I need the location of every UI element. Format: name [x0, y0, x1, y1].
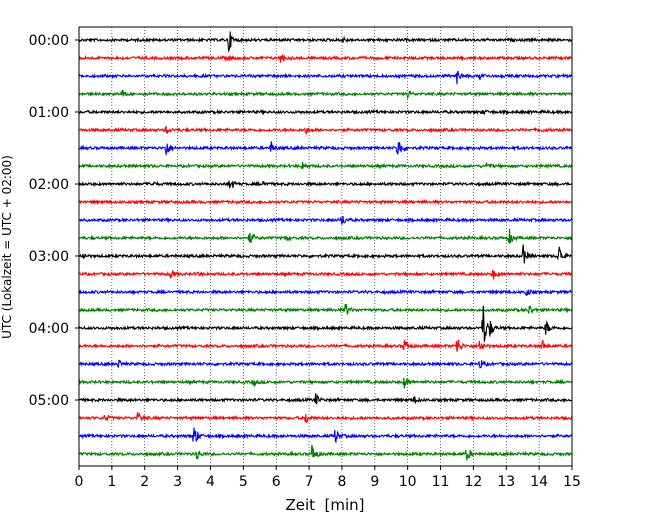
trace-line: [78, 288, 573, 296]
y-tick-label: 02:00: [29, 177, 69, 193]
trace-line: [78, 244, 573, 264]
trace-line: [78, 377, 573, 389]
trace-line: [78, 393, 573, 405]
trace-line: [78, 339, 573, 352]
x-tick-label: 9: [370, 474, 379, 490]
x-tick-label: 13: [497, 474, 515, 490]
trace-line: [78, 444, 573, 461]
trace-line: [78, 359, 573, 369]
y-tick-label: 03:00: [29, 249, 69, 265]
x-tick-label: 5: [239, 474, 248, 490]
trace-line: [78, 161, 573, 170]
y-tick-label: 04:00: [29, 321, 69, 337]
y-tick-label: 01:00: [29, 105, 69, 121]
x-tick-label: 14: [530, 474, 548, 490]
x-tick-label: 8: [337, 474, 346, 490]
x-axis-label: Zeit [min]: [285, 496, 364, 514]
x-tick-label: 7: [305, 474, 314, 490]
plot-frame: [78, 26, 573, 467]
trace-line: [78, 215, 573, 225]
trace-line: [78, 412, 573, 424]
trace-line: [78, 31, 573, 53]
trace-line: [78, 228, 573, 245]
trace-line: [78, 108, 573, 116]
x-axis: 0 1 2 3 4 5 6 7 8 9 10 11 12 13 14 15: [75, 466, 581, 490]
traces: [78, 31, 573, 461]
x-tick-label: 10: [399, 474, 417, 490]
trace-line: [78, 427, 573, 444]
y-axis: 00:00 01:00 02:00 03:00 04:00 05:00: [29, 33, 79, 409]
y-tick-label: 00:00: [29, 33, 69, 49]
x-tick-label: 1: [107, 474, 116, 490]
trace-line: [78, 303, 573, 315]
x-tick-label: 3: [173, 474, 182, 490]
trace-line: [78, 89, 573, 100]
trace-line: [78, 141, 573, 157]
trace-line: [78, 269, 573, 280]
x-tick-label: 12: [464, 474, 482, 490]
x-tick-label: 15: [563, 474, 581, 490]
trace-line: [78, 180, 573, 189]
trace-line: [78, 70, 573, 85]
x-tick-label: 6: [272, 474, 281, 490]
y-tick-label: 05:00: [29, 393, 69, 409]
trace-line: [78, 125, 573, 136]
trace-line: [78, 54, 573, 63]
trace-line: [78, 198, 573, 206]
x-tick-label: 11: [432, 474, 450, 490]
trace-line: [78, 305, 573, 342]
x-tick-label: 2: [140, 474, 149, 490]
x-tick-label: 4: [206, 474, 215, 490]
y-axis-label: UTC (Lokalzeit = UTC + 02:00): [0, 155, 14, 339]
x-tick-label: 0: [75, 474, 84, 490]
grid-lines: [111, 27, 540, 466]
